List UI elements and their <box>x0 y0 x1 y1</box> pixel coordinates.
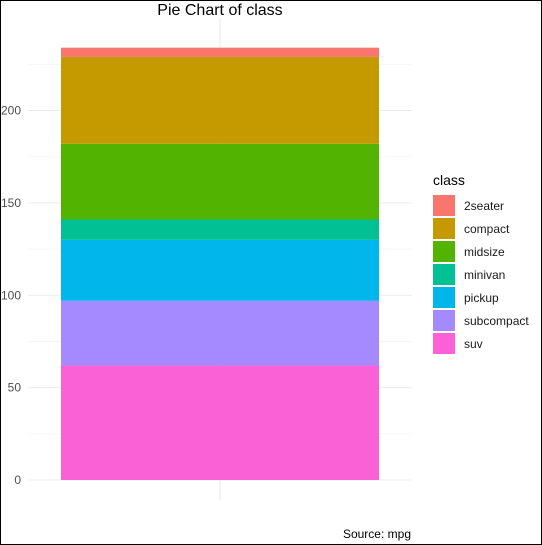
bar-segment-midsize <box>61 143 379 220</box>
chart-title: Pie Chart of class <box>157 2 283 19</box>
legend-label: 2seater <box>464 198 505 213</box>
legend-label: midsize <box>464 244 505 259</box>
bar-segment-subcompact <box>61 300 379 366</box>
y-tick-label: 100 <box>1 288 21 302</box>
chart-caption: Source: mpg <box>342 527 411 541</box>
legend-swatch <box>433 264 455 285</box>
legend: class 2seater compact midsize minivan pickup… <box>433 172 529 355</box>
bar-segment-compact <box>61 56 379 144</box>
legend-label: minivan <box>464 267 506 282</box>
legend-label: pickup <box>464 290 499 305</box>
y-tick-label: 200 <box>1 104 21 118</box>
legend-item-2seater: 2seater <box>433 194 529 217</box>
legend-label: suv <box>464 336 483 351</box>
legend-items: 2seater compact midsize minivan pickup subcom… <box>433 194 529 355</box>
legend-title: class <box>433 172 465 188</box>
legend-item-minivan: minivan <box>433 263 529 286</box>
legend-item-pickup: pickup <box>433 286 529 309</box>
y-axis-ticks: 0 50 100 150 200 <box>1 104 21 488</box>
legend-swatch <box>433 310 455 331</box>
legend-label: compact <box>464 221 510 236</box>
legend-item-subcompact: subcompact <box>433 309 529 332</box>
legend-label: subcompact <box>464 313 529 328</box>
bar-segment-2seater <box>61 47 379 57</box>
y-tick-label: 50 <box>8 381 22 395</box>
bar-segment-pickup <box>61 239 379 301</box>
y-tick-label: 150 <box>1 196 21 210</box>
legend-swatch <box>433 287 455 308</box>
stacked-bar <box>61 47 379 480</box>
legend-swatch <box>433 218 455 239</box>
legend-swatch <box>433 333 455 354</box>
y-tick-label: 0 <box>14 473 21 487</box>
legend-item-compact: compact <box>433 217 529 240</box>
bar-segment-suv <box>61 365 379 480</box>
legend-item-suv: suv <box>433 332 529 355</box>
legend-item-midsize: midsize <box>433 240 529 263</box>
legend-swatch <box>433 195 455 216</box>
legend-swatch <box>433 241 455 262</box>
bar-segment-minivan <box>61 219 379 240</box>
